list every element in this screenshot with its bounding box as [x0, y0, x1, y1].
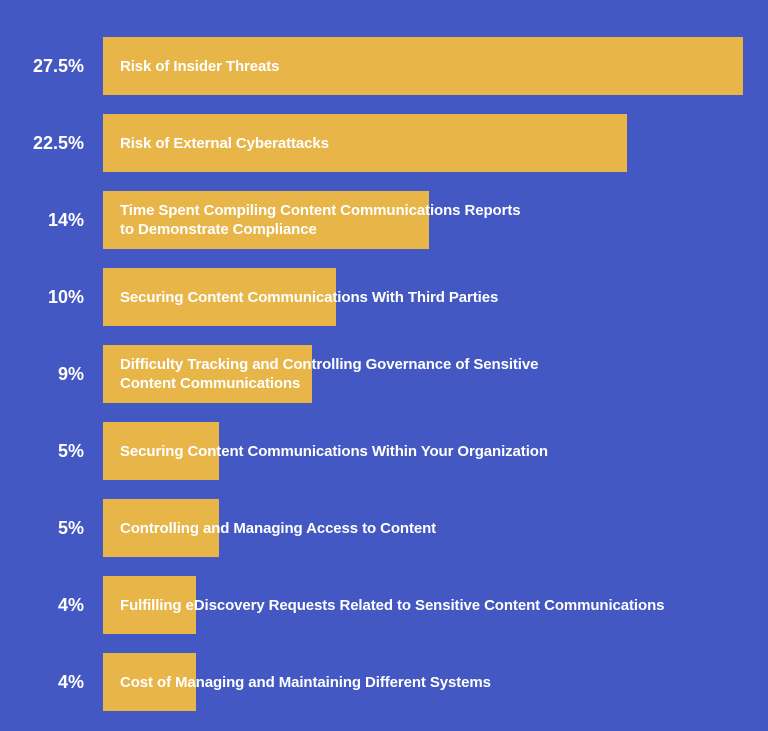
value-label: 5% [57, 518, 84, 538]
category-label: Securing Content Communications With Thi… [120, 288, 499, 306]
value-label: 9% [57, 364, 84, 384]
bar [103, 114, 627, 172]
category-label: Fulfilling eDiscovery Requests Related t… [120, 596, 665, 614]
bar-row: 22.5% Risk of External Cyberattacks [0, 114, 768, 172]
bar-row: 4% Cost of Managing and Maintaining Diffe… [0, 653, 768, 711]
bar [103, 345, 312, 403]
category-label: Risk of Insider Threats [120, 57, 280, 75]
value-label: 22.5% [32, 133, 84, 153]
bar [103, 422, 219, 480]
bar [103, 191, 429, 249]
category-label: Controlling and Managing Access to Conte… [120, 519, 437, 537]
bar-row: 14% Time Spent Compiling Content Communic… [0, 191, 768, 249]
value-label: 5% [57, 441, 84, 461]
category-label: Cost of Managing and Maintaining Differe… [120, 673, 491, 691]
bar [103, 653, 196, 711]
value-label: 27.5% [32, 56, 84, 76]
value-label: 4% [57, 595, 84, 615]
bar-row: 27.5% Risk of Insider Threats [0, 37, 768, 95]
bar-row: 5% Controlling and Managing Access to Con… [0, 499, 768, 557]
value-label: 14% [47, 210, 84, 230]
bar [103, 576, 196, 634]
bar-row: 10% Securing Content Communications With … [0, 268, 768, 326]
bar-row: 4% Fulfilling eDiscovery Requests Related… [0, 576, 768, 634]
bar-row: 5% Securing Content Communications Within… [0, 422, 768, 480]
bar [103, 37, 743, 95]
category-label: Risk of External Cyberattacks [120, 134, 329, 152]
category-label: Difficulty Tracking and Controlling Gove… [120, 356, 539, 392]
value-label: 10% [47, 287, 84, 307]
bar-row: 9% Difficulty Tracking and Controlling Go… [0, 345, 768, 403]
value-label: 4% [57, 672, 84, 692]
bar [103, 268, 336, 326]
category-label: Securing Content Communications Within Y… [120, 442, 548, 460]
category-label: Time Spent Compiling Content Communicati… [120, 202, 521, 238]
bar [103, 499, 219, 557]
